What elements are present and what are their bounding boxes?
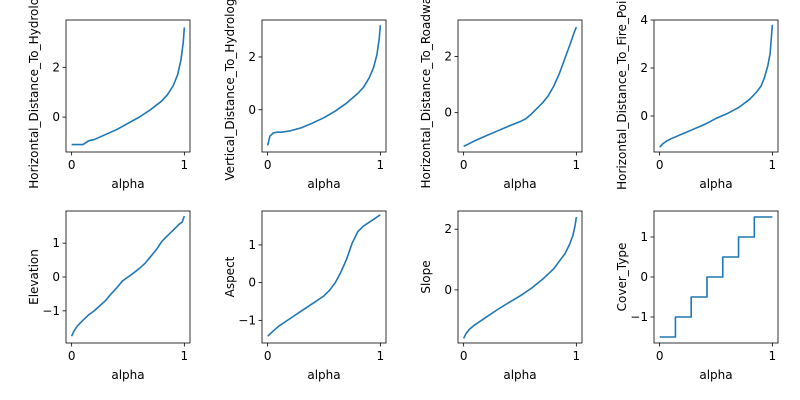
subplot-5: 0 1 −1 0 1 alpha Elevation	[27, 210, 191, 382]
x-tick-label: 0	[264, 158, 272, 172]
x-tick-label: 1	[181, 349, 189, 363]
y-tick-label: 0	[52, 270, 60, 284]
x-axis-label: alpha	[699, 177, 732, 191]
x-axis-label: alpha	[503, 368, 536, 382]
y-axis-label: Horizontal_Distance_To_Hydrology	[27, 0, 41, 189]
x-tick-label: 1	[573, 158, 581, 172]
y-tick-label: 2	[52, 60, 60, 74]
axes-frame	[261, 19, 387, 153]
axes-frame	[65, 19, 191, 153]
series-line	[267, 214, 381, 337]
y-tick-label: 2	[640, 61, 648, 75]
y-tick-label: 0	[248, 276, 256, 290]
series-line	[266, 25, 382, 146]
subplot-2: 0 1 0 2 alpha Vertical_Distance_To_Hydrology	[223, 0, 387, 191]
x-tick-label: 1	[181, 158, 189, 172]
series-line	[70, 215, 186, 337]
axes-frame	[261, 210, 387, 344]
x-tick-label: 1	[573, 349, 581, 363]
x-axis-label: alpha	[307, 177, 340, 191]
subplot-1: 0 1 0 2 alpha Horizontal_Distance_To_Hydrolog…	[27, 0, 191, 191]
y-tick-label: 2	[444, 50, 452, 64]
subplot-4: 0 1 0 2 4 alpha Horizontal_Distance_To_Fire_Po…	[615, 0, 779, 191]
y-tick-label: 0	[248, 103, 256, 117]
axes-frame	[457, 19, 583, 153]
y-axis-label: Cover_Type	[615, 243, 629, 312]
y-tick-label: 0	[640, 109, 648, 123]
y-tick-label: 4	[640, 13, 648, 27]
series-line	[659, 216, 773, 338]
y-tick-label: 0	[52, 110, 60, 124]
y-tick-label: −1	[630, 310, 648, 324]
y-tick-label: −1	[238, 313, 256, 327]
series-line	[659, 24, 774, 148]
subplot-8: 0 1 −1 0 1 alpha Cover_Type	[615, 210, 779, 382]
x-tick-label: 0	[68, 158, 76, 172]
y-axis-label: Aspect	[223, 256, 237, 297]
y-axis-label: Slope	[419, 260, 433, 293]
x-tick-label: 0	[460, 158, 468, 172]
axes-frame	[653, 19, 779, 153]
y-tick-label: 2	[444, 222, 452, 236]
y-tick-label: 0	[640, 270, 648, 284]
series-line	[71, 27, 186, 146]
x-axis-label: alpha	[111, 368, 144, 382]
y-axis-label: Horizontal_Distance_To_Roadways	[419, 0, 433, 189]
x-tick-label: 0	[656, 158, 664, 172]
y-axis-label: Elevation	[27, 249, 41, 305]
x-tick-label: 1	[769, 349, 777, 363]
y-axis-label: Vertical_Distance_To_Hydrology	[223, 0, 237, 181]
y-tick-label: 1	[640, 230, 648, 244]
x-axis-label: alpha	[111, 177, 144, 191]
y-tick-label: 0	[444, 106, 452, 120]
x-tick-label: 0	[264, 349, 272, 363]
subplot-6: 0 1 −1 0 1 alpha Aspect	[223, 210, 387, 382]
y-tick-label: 1	[52, 236, 60, 250]
y-axis-label: Horizontal_Distance_To_Fire_Points	[615, 0, 629, 190]
x-axis-label: alpha	[307, 368, 340, 382]
series-line	[463, 26, 578, 148]
axes-frame	[457, 210, 583, 344]
y-tick-label: 1	[248, 238, 256, 252]
x-tick-label: 0	[460, 349, 468, 363]
y-tick-label: 2	[248, 50, 256, 64]
y-tick-label: 0	[444, 283, 452, 297]
x-tick-label: 1	[377, 158, 385, 172]
y-tick-label: −1	[42, 304, 60, 318]
x-axis-label: alpha	[699, 368, 732, 382]
x-tick-label: 0	[656, 349, 664, 363]
x-tick-label: 1	[377, 349, 385, 363]
series-line	[462, 216, 578, 339]
x-tick-label: 1	[769, 158, 777, 172]
subplot-7: 0 1 0 2 alpha Slope	[419, 210, 583, 382]
x-axis-label: alpha	[503, 177, 536, 191]
x-tick-label: 0	[68, 349, 76, 363]
subplot-3: 0 1 0 2 alpha Horizontal_Distance_To_Roadways	[419, 0, 583, 191]
